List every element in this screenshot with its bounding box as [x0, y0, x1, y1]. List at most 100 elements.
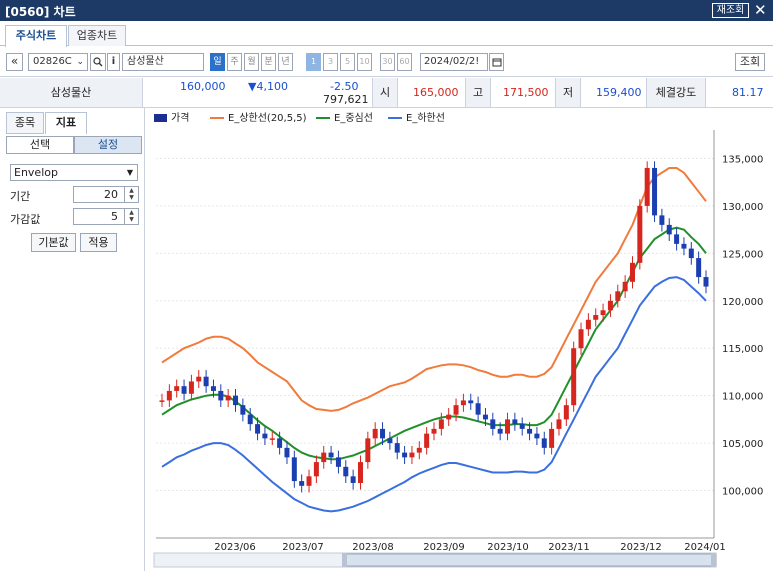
reload-button[interactable]: 재조회: [712, 3, 749, 18]
calendar-icon[interactable]: [489, 53, 504, 71]
period-label: 기간: [10, 190, 31, 203]
interval-3[interactable]: 3: [323, 53, 338, 71]
collapse-icon[interactable]: «: [6, 53, 23, 71]
candle-body: [174, 386, 180, 391]
candle-body: [431, 428, 437, 434]
x-tick-label: 2023/11: [548, 542, 590, 553]
series-line-1: [161, 167, 707, 412]
period-year[interactable]: 년: [278, 53, 293, 71]
search-icon[interactable]: [90, 53, 106, 71]
legend-swatch: [388, 117, 402, 119]
candle-body: [409, 452, 415, 458]
candle-body: [666, 224, 672, 235]
candle-body: [269, 438, 275, 440]
add-value-stepper[interactable]: 5 ▲ ▼: [73, 208, 139, 225]
candle-body: [475, 403, 481, 415]
settings-button[interactable]: 설정: [74, 136, 142, 154]
candle-body: [159, 400, 165, 402]
candle-body: [262, 433, 268, 439]
candle-body: [188, 381, 194, 394]
candle-body: [394, 443, 400, 453]
candle-body: [696, 258, 702, 278]
date-input[interactable]: 2024/02/2!: [420, 53, 488, 71]
candle-body: [365, 438, 371, 463]
interval-5[interactable]: 5: [340, 53, 355, 71]
period-stepper[interactable]: 20 ▲ ▼: [73, 186, 139, 203]
interval-10[interactable]: 10: [357, 53, 372, 71]
spin-arrows-icon[interactable]: ▲ ▼: [124, 209, 138, 224]
candle-body: [225, 395, 231, 401]
candle-body: [541, 438, 547, 448]
period-minute[interactable]: 분: [261, 53, 276, 71]
legend-item-0: 가격: [154, 112, 189, 126]
candle-body: [571, 348, 577, 406]
candle-body: [460, 400, 466, 406]
candle-body: [644, 167, 650, 206]
candle-body: [416, 447, 422, 453]
chart-area[interactable]: 가격 E_상한선(20,5,5) E_중심선 E_하한선 135,000 130,000…: [148, 108, 773, 571]
code-input[interactable]: 02826C ⌄: [28, 53, 88, 71]
candle-body: [438, 419, 444, 429]
period-day[interactable]: 일: [210, 53, 225, 71]
candle-body: [299, 481, 305, 486]
candle-body: [218, 390, 224, 401]
apply-button[interactable]: 적용: [80, 233, 117, 252]
chevron-down-icon[interactable]: ⌄: [76, 57, 84, 67]
current-price: 160,000: [180, 80, 226, 93]
dropdown-arrow-icon[interactable]: ▼: [126, 168, 133, 177]
candle-body: [424, 433, 430, 448]
candle-body: [380, 428, 386, 439]
open-price: 165,000: [413, 86, 459, 99]
interval-60[interactable]: 60: [397, 53, 412, 71]
spin-arrows-icon[interactable]: ▲ ▼: [124, 187, 138, 202]
tab-symbol[interactable]: 종목: [6, 112, 44, 134]
quote-bar: 삼성물산 160,000 ▼4,100 -2.50 797,621 시 165,…: [0, 78, 773, 108]
legend-label: 가격: [171, 113, 190, 124]
tab-sector-chart[interactable]: 업종차트: [68, 25, 126, 46]
legend-swatch: [210, 117, 224, 119]
x-tick-label: 2023/12: [620, 542, 662, 553]
close-icon[interactable]: ✕: [754, 1, 767, 19]
candle-body: [233, 395, 239, 406]
period-month[interactable]: 월: [244, 53, 259, 71]
strength-label: 체결강도: [646, 78, 706, 107]
candle-body: [166, 390, 172, 401]
interval-1[interactable]: 1: [306, 53, 321, 71]
indicator-select[interactable]: Envelop ▼: [10, 164, 138, 181]
candle-body: [291, 457, 297, 482]
add-value-label: 가감값: [10, 213, 41, 226]
toolbar: « 02826C ⌄ i 삼성물산 일 주 월 분 년 1 3 5 10 30 …: [0, 47, 773, 77]
candle-body: [659, 215, 665, 225]
select-button[interactable]: 선택: [6, 136, 74, 154]
info-icon[interactable]: i: [107, 53, 120, 71]
candle-body: [277, 438, 283, 448]
query-button[interactable]: 조회: [735, 53, 765, 71]
candle-body: [512, 419, 518, 425]
interval-30[interactable]: 30: [380, 53, 395, 71]
candle-body: [652, 167, 658, 216]
tab-stock-chart[interactable]: 주식차트: [5, 25, 67, 47]
candle-body: [703, 277, 709, 287]
strength-value: 81.17: [732, 86, 764, 99]
candle-body: [490, 419, 496, 429]
y-tick-label: 120,000: [722, 297, 763, 308]
x-tick-label: 2023/08: [352, 542, 394, 553]
candle-body: [181, 386, 187, 394]
candle-body: [615, 291, 621, 301]
window-title: [0560] 차트: [5, 5, 76, 19]
low-price: 159,400: [596, 86, 642, 99]
x-tick-label: 2023/07: [282, 542, 324, 553]
high-label: 고: [465, 78, 491, 107]
x-tick-label: 2024/01: [684, 542, 726, 553]
tab-indicator[interactable]: 지표: [45, 112, 87, 134]
y-tick-label: 130,000: [722, 202, 763, 213]
candle-body: [306, 476, 312, 486]
default-button[interactable]: 기본값: [31, 233, 76, 252]
add-value: 5: [111, 210, 118, 223]
candle-body: [453, 405, 459, 415]
candle-body: [210, 386, 216, 391]
period-value: 20: [104, 188, 118, 201]
x-tick-label: 2023/10: [487, 542, 529, 553]
stock-name-field[interactable]: 삼성물산: [122, 53, 204, 71]
period-week[interactable]: 주: [227, 53, 242, 71]
